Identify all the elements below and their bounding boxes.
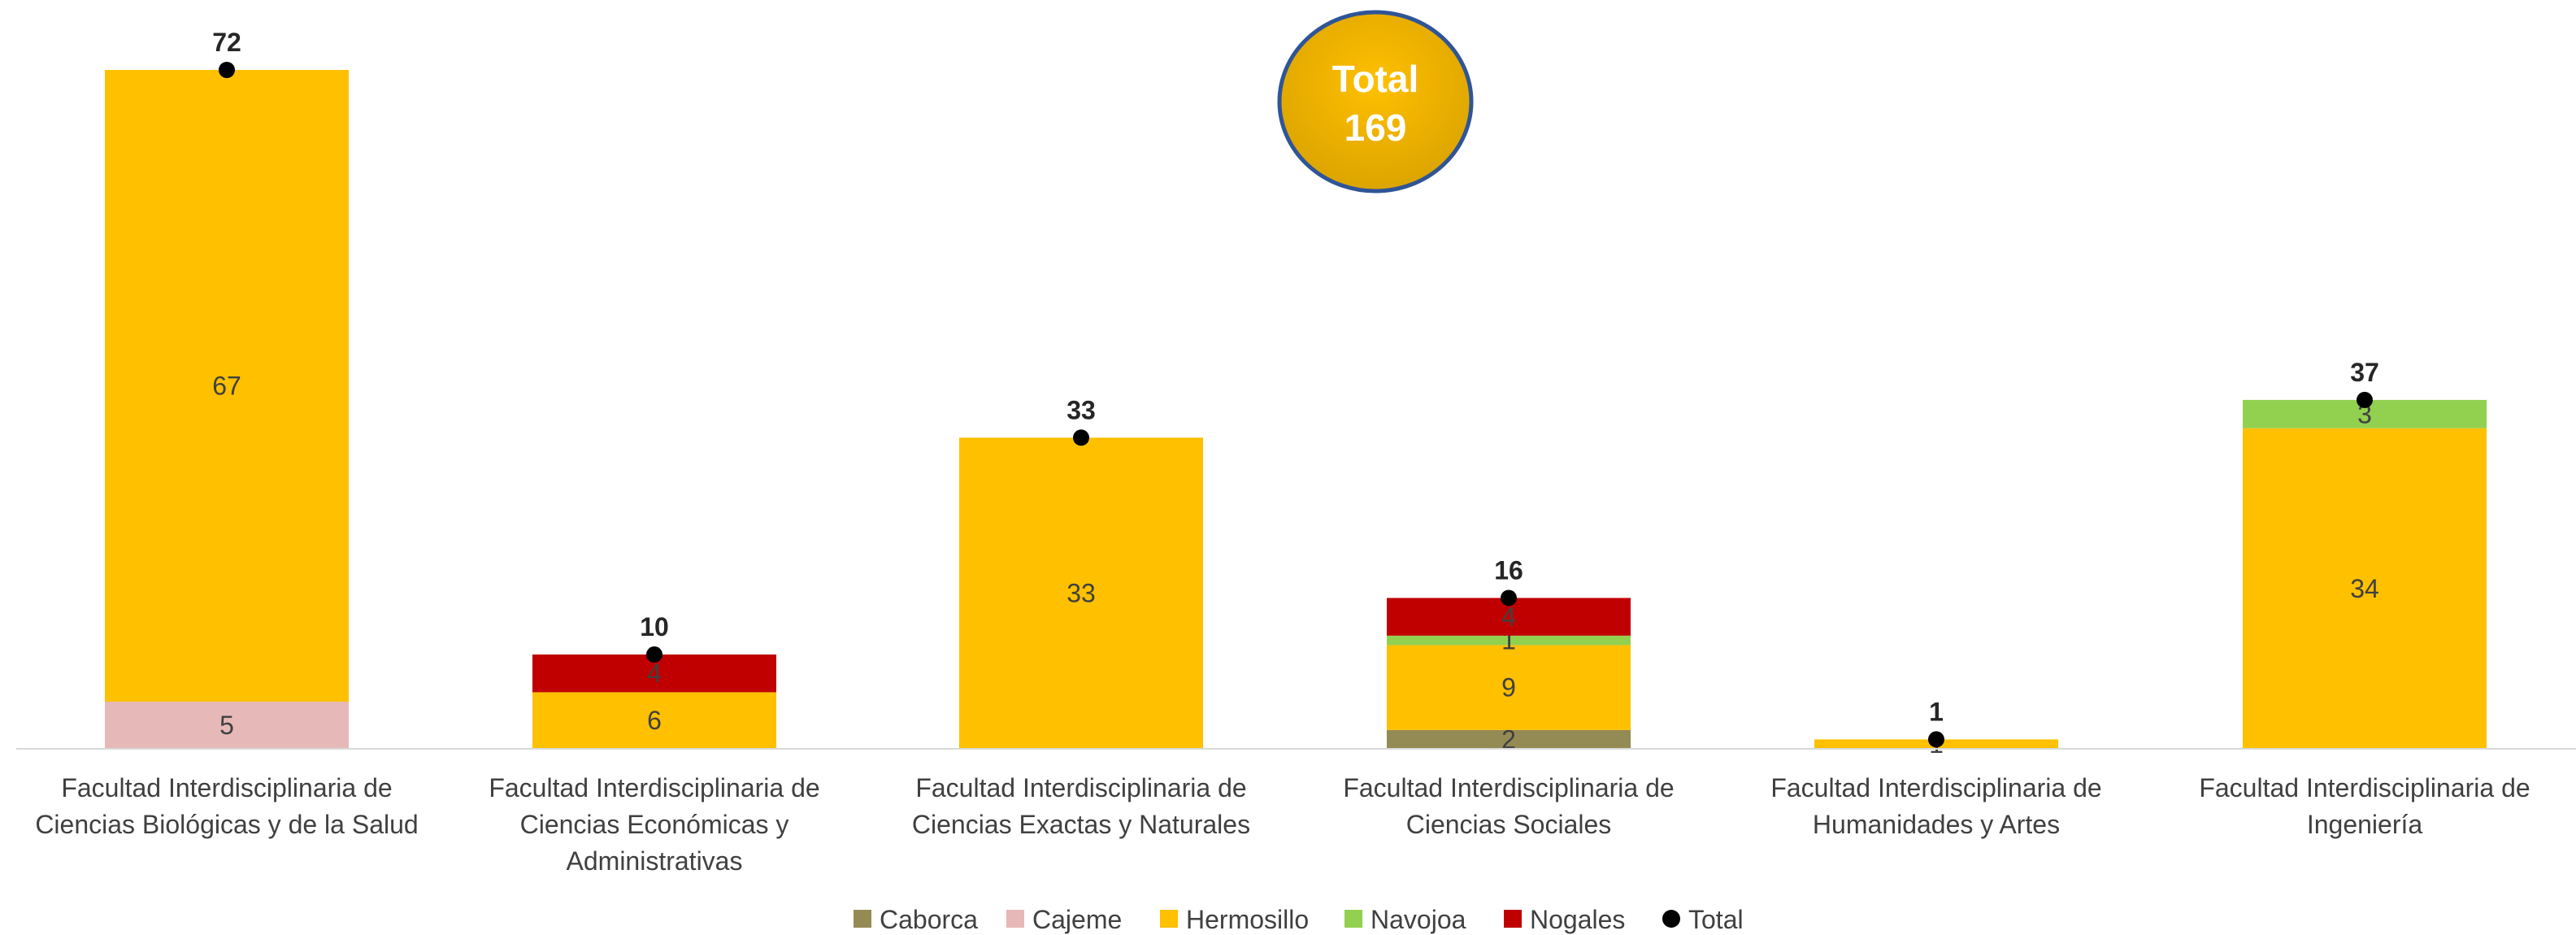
total-bubble: Total 169 [1277,10,1474,194]
data-label: 6 [647,706,662,735]
data-label: 4 [647,659,662,688]
category-label: Facultad Interdisciplinaria de Ciencias S… [1343,773,1674,839]
total-label: 72 [212,28,241,57]
category-label: Facultad Interdisciplinaria de Humanidade… [1770,773,2101,839]
legend-label: Hermosillo [1186,905,1309,934]
data-label: 2 [1501,724,1516,754]
total-bubble-shape [1277,10,1474,194]
legend-swatch [854,910,871,928]
total-bubble-label: Total [1332,58,1418,100]
total-label: 1 [1929,697,1944,726]
legend-label: Nogales [1530,905,1625,934]
bars-layer: 567643329141343 [105,70,2487,759]
legend-swatch [1160,910,1178,928]
data-label: 4 [1501,602,1516,632]
legend: Caborca Cajeme Hermosillo Navojoa Nogales Tot… [854,905,1744,934]
total-label: 37 [2350,358,2379,387]
total-label: 16 [1494,555,1523,585]
legend-item-caborca: Caborca [854,905,978,934]
bar-segment-caborca [1387,729,1631,749]
category-labels: Facultad Interdisciplinaria de Ciencias B… [35,773,2530,876]
legend-label: Caborca [880,905,978,934]
legend-swatch [1504,910,1522,928]
legend-item-navojoa: Navojoa [1344,905,1466,934]
total-label: 10 [640,612,669,641]
bar-segment-cajeme [105,702,349,749]
data-label: 34 [2350,574,2379,603]
total-marker [1928,731,1944,748]
bar-segment-hermosillo [532,692,776,749]
category-label: Facultad Interdisciplinaria de Ciencias E… [912,773,1250,839]
category-label: Facultad Interdisciplinaria de Ciencias B… [35,773,418,839]
totals-layer: 72 10 33 16 1 37 [212,28,2379,748]
legend-swatch [1344,910,1362,928]
legend-label: Navojoa [1371,905,1466,934]
legend-label: Cajeme [1032,905,1122,934]
total-marker [646,646,662,663]
total-marker [219,62,235,78]
legend-marker [1662,910,1680,928]
category-label: Facultad Interdisciplinaria de Ingeniería [2199,773,2530,839]
legend-item-total: Total [1662,905,1744,934]
bar-segment-hermosillo [105,70,349,702]
total-label: 33 [1066,395,1096,424]
legend-item-hermosillo: Hermosillo [1160,905,1309,934]
data-label: 5 [219,711,234,740]
legend-swatch [1006,910,1024,928]
data-label: 33 [1066,579,1096,608]
legend-label: Total [1688,905,1744,934]
total-bubble-value: 169 [1344,107,1407,149]
bar-segment-hermosillo [1387,645,1631,730]
total-marker [2357,391,2373,408]
category-label: Facultad Interdisciplinaria de Ciencias E… [489,773,819,876]
bar-segment-hermosillo [959,437,1203,749]
data-label: 9 [1501,673,1516,702]
total-marker [1501,589,1517,607]
data-label: 67 [212,372,241,401]
legend-item-cajeme: Cajeme [1006,905,1122,934]
legend-item-nogales: Nogales [1504,905,1625,934]
total-marker [1073,429,1089,446]
bar-segment-hermosillo [2243,428,2487,749]
bar-segment-navojoa [1387,635,1631,646]
